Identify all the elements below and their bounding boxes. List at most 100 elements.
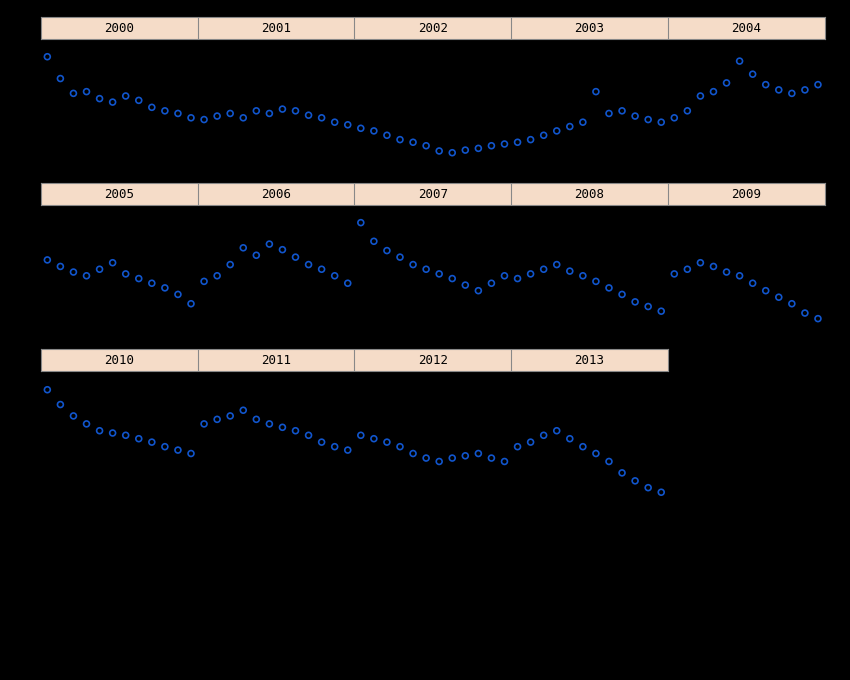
Point [224, 259, 237, 270]
Point [367, 236, 381, 247]
Point [302, 109, 315, 120]
Point [419, 140, 433, 151]
Point [537, 130, 551, 141]
Point [733, 271, 746, 282]
Point [171, 289, 184, 300]
Point [171, 108, 184, 119]
Point [394, 252, 407, 262]
Text: 2000: 2000 [105, 22, 134, 35]
Text: 2012: 2012 [417, 354, 448, 367]
Point [406, 259, 420, 270]
Point [275, 103, 289, 114]
Point [171, 445, 184, 456]
Point [406, 448, 420, 459]
Point [419, 453, 433, 464]
Point [772, 84, 785, 95]
Point [667, 269, 681, 279]
Point [484, 278, 498, 289]
Text: 2008: 2008 [575, 188, 604, 201]
Text: 2002: 2002 [417, 22, 448, 35]
Point [302, 430, 315, 441]
Point [66, 267, 80, 277]
Point [642, 482, 655, 493]
Point [263, 108, 276, 119]
Point [654, 117, 668, 128]
Point [250, 105, 264, 116]
Point [250, 414, 264, 425]
Point [589, 276, 603, 287]
Point [511, 441, 524, 452]
Point [289, 425, 303, 436]
Point [484, 453, 498, 464]
Point [433, 456, 446, 467]
Point [132, 273, 145, 284]
Point [785, 299, 799, 309]
Point [132, 95, 145, 106]
Point [184, 299, 198, 309]
Point [628, 296, 642, 307]
Point [158, 105, 172, 116]
Point [563, 121, 576, 132]
Point [681, 105, 694, 116]
Point [524, 437, 537, 447]
Point [589, 448, 603, 459]
Point [498, 271, 512, 282]
Point [458, 279, 472, 290]
Point [759, 285, 773, 296]
Point [498, 139, 512, 150]
Point [811, 313, 824, 324]
Point [433, 269, 446, 279]
Point [642, 114, 655, 125]
Point [224, 411, 237, 422]
Point [354, 430, 367, 441]
Point [615, 289, 629, 300]
Point [158, 282, 172, 293]
Point [341, 445, 354, 456]
Point [341, 278, 354, 289]
Point [250, 250, 264, 260]
Point [380, 245, 394, 256]
Point [602, 282, 615, 293]
Point [158, 441, 172, 452]
Point [341, 120, 354, 131]
Point [106, 257, 120, 268]
Point [472, 448, 485, 459]
Point [694, 90, 707, 101]
Point [224, 108, 237, 119]
Point [472, 143, 485, 154]
Point [54, 261, 67, 272]
Point [576, 117, 590, 128]
Point [289, 252, 303, 262]
Point [145, 102, 159, 113]
Point [41, 254, 54, 265]
Point [785, 88, 799, 99]
Point [302, 259, 315, 270]
Point [642, 301, 655, 312]
Point [289, 105, 303, 116]
Point [654, 306, 668, 317]
Text: 2010: 2010 [105, 354, 134, 367]
Point [314, 264, 328, 275]
Point [210, 414, 224, 425]
Point [524, 269, 537, 279]
Text: 2001: 2001 [261, 22, 291, 35]
Point [394, 134, 407, 145]
Point [93, 93, 106, 104]
Point [563, 433, 576, 444]
Point [433, 146, 446, 156]
Point [589, 86, 603, 97]
Text: 2004: 2004 [731, 22, 761, 35]
Point [524, 134, 537, 145]
Point [576, 271, 590, 282]
Point [706, 261, 720, 272]
Point [550, 259, 564, 270]
Point [445, 148, 459, 158]
Point [54, 73, 67, 84]
Text: 2003: 2003 [575, 22, 604, 35]
Point [145, 278, 159, 289]
Point [615, 467, 629, 478]
Point [119, 90, 133, 101]
Point [367, 433, 381, 444]
Point [628, 111, 642, 122]
Point [236, 405, 250, 415]
